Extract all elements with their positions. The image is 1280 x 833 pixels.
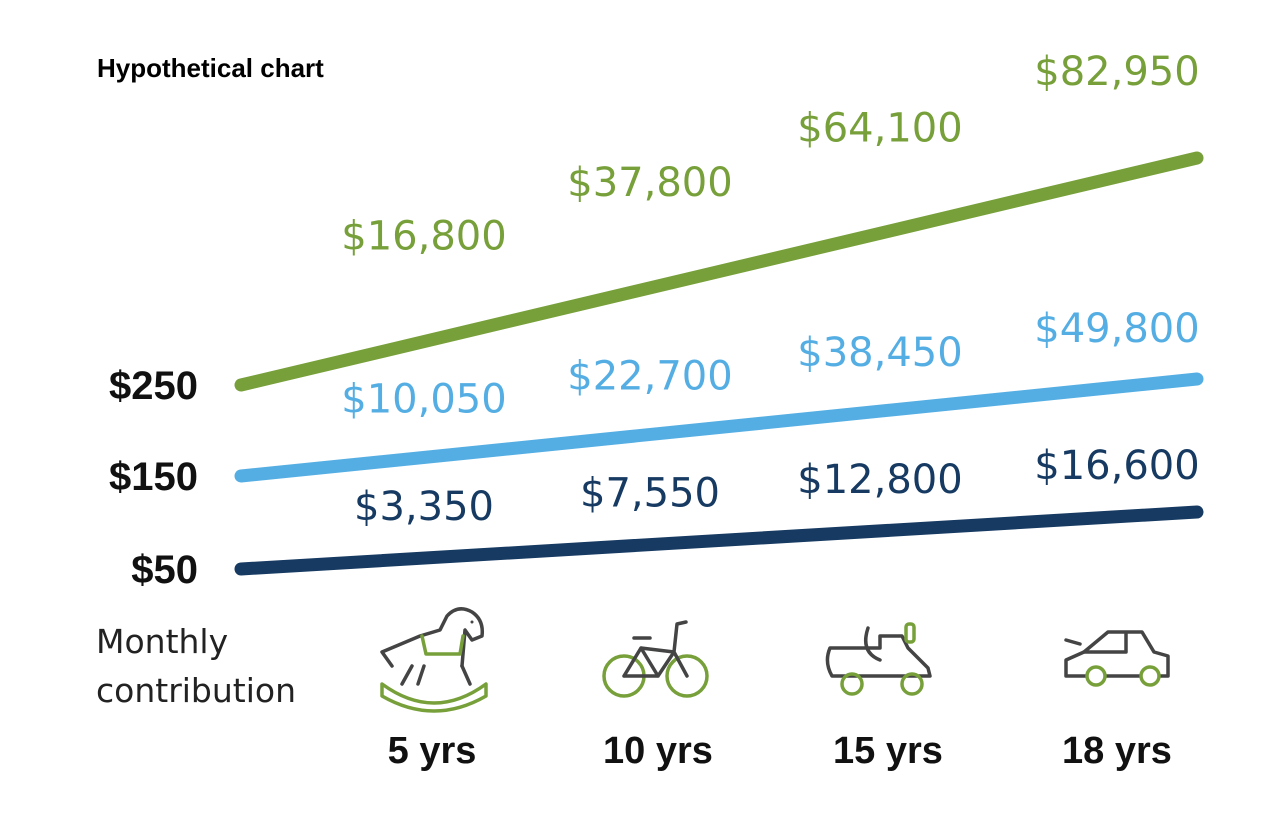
car-icon xyxy=(1064,630,1170,687)
data-label-150-3: $38,450 xyxy=(797,330,962,376)
x-tick-label-2: 10 yrs xyxy=(603,730,713,772)
scooter-icon xyxy=(825,622,932,696)
series-label-50: $50 xyxy=(131,548,198,592)
chart-title: Hypothetical chart xyxy=(97,53,324,83)
x-axis-label-line-2: contribution xyxy=(96,671,296,710)
series-line-250 xyxy=(234,151,1204,392)
x-tick-label-1: 5 yrs xyxy=(388,730,477,772)
data-label-50-4: $16,600 xyxy=(1034,443,1199,489)
series-line-150 xyxy=(234,372,1204,483)
data-label-250-4: $82,950 xyxy=(1034,49,1199,95)
series-label-150: $150 xyxy=(109,455,198,499)
data-label-50-3: $12,800 xyxy=(797,457,962,503)
series-line-50 xyxy=(234,505,1204,576)
data-label-150-2: $22,700 xyxy=(567,354,732,400)
data-label-50-2: $7,550 xyxy=(580,471,720,517)
x-tick-label-4: 18 yrs xyxy=(1062,730,1172,772)
x-tick-label-3: 15 yrs xyxy=(833,730,943,772)
bicycle-icon xyxy=(602,620,709,698)
rocking-horse-icon xyxy=(380,607,488,713)
series-labels: $250 $150 $50 xyxy=(109,364,198,592)
data-label-250-3: $64,100 xyxy=(797,105,962,151)
data-label-250-2: $37,800 xyxy=(567,160,732,206)
x-axis-labels: 5 yrs 10 yrs 15 yrs 18 yrs xyxy=(388,730,1172,772)
data-label-150-1: $10,050 xyxy=(341,376,506,422)
x-axis-label-line-1: Monthly xyxy=(96,622,228,661)
series-label-250: $250 xyxy=(109,364,198,408)
data-label-50-1: $3,350 xyxy=(354,484,494,530)
data-labels: $16,800 $37,800 $64,100 $82,950 $10,050 $22,7… xyxy=(341,49,1199,530)
series-lines xyxy=(234,151,1204,576)
data-label-150-4: $49,800 xyxy=(1034,306,1199,352)
data-label-250-1: $16,800 xyxy=(341,214,506,260)
